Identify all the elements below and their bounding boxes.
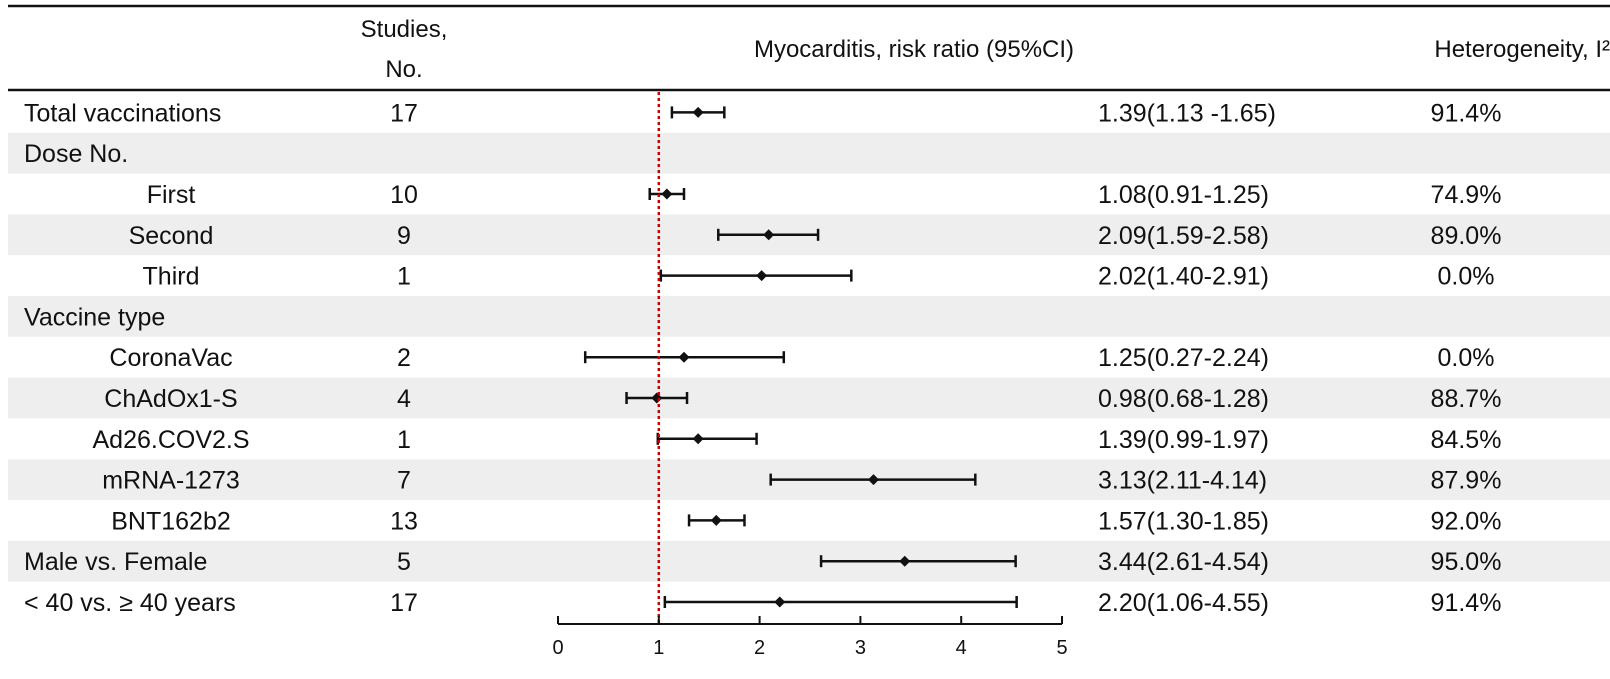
header-studies-line2: No. xyxy=(385,56,422,83)
point-estimate-marker xyxy=(774,596,786,608)
row-ci-text: 1.39(0.99-1.97) xyxy=(1098,426,1269,454)
table-row: Ad26.COV2.S 1 1.39(0.99-1.97) 84.5% xyxy=(92,426,1501,454)
row-label: Ad26.COV2.S xyxy=(92,426,249,454)
x-tick-label: 3 xyxy=(855,637,866,659)
point-estimate-marker xyxy=(710,514,722,526)
row-ci-text: 2.20(1.06-4.55) xyxy=(1098,589,1269,617)
row-studies: 17 xyxy=(390,99,418,127)
x-tick-label: 2 xyxy=(754,637,765,659)
header-heterogeneity: Heterogeneity, I² xyxy=(1434,36,1610,63)
table-row: BNT162b2 13 1.57(1.30-1.85) 92.0% xyxy=(111,507,1501,535)
row-heterogeneity: 0.0% xyxy=(1438,344,1495,372)
row-heterogeneity: 74.9% xyxy=(1431,181,1502,209)
point-estimate-marker xyxy=(692,106,704,118)
row-heterogeneity: 91.4% xyxy=(1431,99,1502,127)
row-ci-text: 1.08(0.91-1.25) xyxy=(1098,181,1269,209)
point-estimate-marker xyxy=(678,351,690,363)
row-ci-text: 2.02(1.40-2.91) xyxy=(1098,263,1269,291)
row-label: Vaccine type xyxy=(24,303,165,331)
row-heterogeneity: 0.0% xyxy=(1438,263,1495,291)
table-row: Second 9 2.09(1.59-2.58) 89.0% xyxy=(129,222,1502,250)
row-label: mRNA-1273 xyxy=(102,467,240,495)
row-heterogeneity: 91.4% xyxy=(1431,589,1502,617)
row-studies: 13 xyxy=(390,507,418,535)
row-ci-text: 1.25(0.27-2.24) xyxy=(1098,344,1269,372)
row-heterogeneity: 84.5% xyxy=(1431,426,1502,454)
row-studies: 1 xyxy=(397,426,411,454)
row-studies: 9 xyxy=(397,222,411,250)
point-estimate-marker xyxy=(868,474,880,486)
table-row: CoronaVac 2 1.25(0.27-2.24) 0.0% xyxy=(109,344,1494,372)
x-tick-label: 0 xyxy=(552,637,563,659)
row-studies: 17 xyxy=(390,589,418,617)
x-tick-label: 5 xyxy=(1056,637,1067,659)
row-studies: 1 xyxy=(397,263,411,291)
x-tick-label: 4 xyxy=(956,637,967,659)
row-stripes xyxy=(8,132,1610,582)
row-label: First xyxy=(147,181,196,209)
point-estimate-marker xyxy=(756,270,768,282)
row-ci-text: 1.57(1.30-1.85) xyxy=(1098,507,1269,535)
row-studies: 7 xyxy=(397,467,411,495)
table-row: Total vaccinations 17 1.39(1.13 -1.65) 91.4… xyxy=(24,99,1501,127)
table-header: Studies, No. Myocarditis, risk ratio (95… xyxy=(361,16,1610,83)
row-label: CoronaVac xyxy=(109,344,232,372)
table-row: Dose No. xyxy=(24,140,128,168)
row-studies: 5 xyxy=(397,548,411,576)
row-stripe xyxy=(8,377,1610,419)
point-estimate-marker xyxy=(692,433,704,445)
row-studies: 10 xyxy=(390,181,418,209)
row-label: BNT162b2 xyxy=(111,507,231,535)
row-label: ChAdOx1-S xyxy=(104,385,237,413)
row-stripe xyxy=(8,540,1610,582)
row-label: Second xyxy=(129,222,214,250)
table-row: < 40 vs. ≥ 40 years 17 2.20(1.06-4.55) 91.4… xyxy=(24,589,1501,617)
header-studies-line1: Studies, xyxy=(361,16,448,43)
table-rows: Total vaccinations 17 1.39(1.13 -1.65) 91.4… xyxy=(24,99,1501,617)
row-heterogeneity: 95.0% xyxy=(1431,548,1502,576)
row-stripe xyxy=(8,296,1610,337)
row-heterogeneity: 89.0% xyxy=(1431,222,1502,250)
header-effect-title: Myocarditis, risk ratio (95%CI) xyxy=(754,36,1074,63)
row-label: Dose No. xyxy=(24,140,128,168)
row-ci-text: 0.98(0.68-1.28) xyxy=(1098,385,1269,413)
x-tick-label: 1 xyxy=(653,637,664,659)
table-row: First 10 1.08(0.91-1.25) 74.9% xyxy=(147,181,1502,209)
row-studies: 4 xyxy=(397,385,411,413)
point-estimate-marker xyxy=(763,229,775,241)
point-estimate-marker xyxy=(661,188,673,200)
row-ci-text: 3.44(2.61-4.54) xyxy=(1098,548,1269,576)
row-label: Third xyxy=(143,263,200,291)
table-row: Vaccine type xyxy=(24,303,165,331)
point-estimate-marker xyxy=(899,555,911,567)
table-row: Third 1 2.02(1.40-2.91) 0.0% xyxy=(143,263,1495,291)
row-studies: 2 xyxy=(397,344,411,372)
table-row: ChAdOx1-S 4 0.98(0.68-1.28) 88.7% xyxy=(104,385,1501,413)
row-label: Total vaccinations xyxy=(24,99,221,127)
x-axis: 0 1 2 3 4 5 xyxy=(552,616,1068,659)
row-heterogeneity: 88.7% xyxy=(1431,385,1502,413)
row-heterogeneity: 92.0% xyxy=(1431,507,1502,535)
row-ci-text: 3.13(2.11-4.14) xyxy=(1098,467,1267,495)
row-heterogeneity: 87.9% xyxy=(1431,467,1502,495)
table-row: Male vs. Female 5 3.44(2.61-4.54) 95.0% xyxy=(24,548,1501,576)
row-label: < 40 vs. ≥ 40 years xyxy=(24,589,236,617)
row-ci-text: 2.09(1.59-2.58) xyxy=(1098,222,1269,250)
row-ci-text: 1.39(1.13 -1.65) xyxy=(1098,99,1276,127)
row-stripe xyxy=(8,132,1610,174)
table-row: mRNA-1273 7 3.13(2.11-4.14) 87.9% xyxy=(102,467,1501,495)
row-label: Male vs. Female xyxy=(24,548,207,576)
